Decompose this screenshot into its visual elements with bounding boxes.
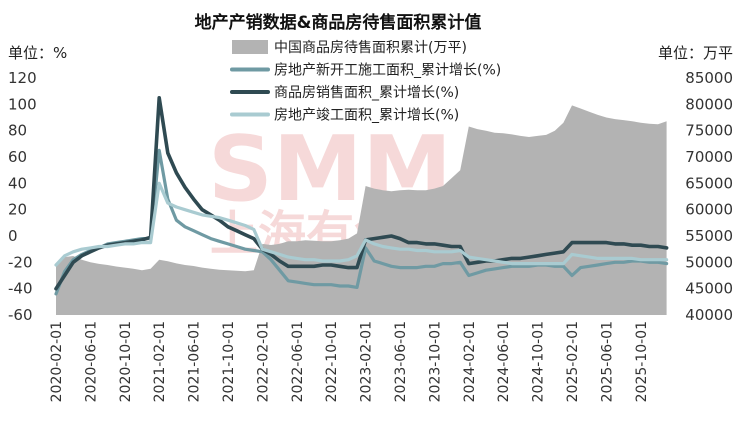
left-axis-unit: 单位：% <box>8 44 67 62</box>
x-tick-label: 2025-02-01 <box>565 321 581 402</box>
y-right-tick-label: 45000 <box>685 280 733 298</box>
y-left-tick-label: 80 <box>8 122 27 140</box>
y-left-tick-label: -60 <box>8 306 33 324</box>
y-right-tick-label: 70000 <box>685 148 733 166</box>
y-left-tick-label: 20 <box>8 201 27 219</box>
x-tick-label: 2025-06-01 <box>599 321 615 402</box>
x-tick-label: 2022-02-01 <box>255 321 271 402</box>
x-tick-label: 2022-06-01 <box>290 321 306 402</box>
legend-swatch <box>232 40 268 54</box>
x-tick-label: 2022-10-01 <box>324 321 340 402</box>
legend-item-new-construction: 房地产新开工施工面积_累计增长(%) <box>274 63 501 79</box>
y-right-tick-label: 40000 <box>685 306 733 324</box>
x-tick-label: 2023-10-01 <box>427 321 443 402</box>
x-tick-label: 2020-02-01 <box>49 321 65 402</box>
series-line-sales-area <box>54 96 669 291</box>
x-tick-label: 2021-06-01 <box>187 321 203 402</box>
y-right-tick-label: 60000 <box>685 201 733 219</box>
y-right-tick-label: 55000 <box>685 227 733 245</box>
y-right-tick-label: 85000 <box>685 69 733 87</box>
legend-item-unsold-area: 中国商品房待售面积累计(万平) <box>274 40 467 56</box>
chart-title: 地产产销数据&商品房待售面积累计值 <box>195 12 482 33</box>
x-tick-label: 2021-10-01 <box>221 321 237 402</box>
x-tick-label: 2024-02-01 <box>462 321 478 402</box>
y-left-tick-label: 60 <box>8 148 27 166</box>
y-right-tick-label: 80000 <box>685 95 733 113</box>
y-left-tick-label: -20 <box>8 253 33 271</box>
x-tick-label: 2023-02-01 <box>359 321 375 402</box>
y-left-tick-label: -40 <box>8 280 33 298</box>
legend-item-sales-area: 商品房销售面积_累计增长(%) <box>274 85 459 101</box>
x-tick-label: 2024-06-01 <box>496 321 512 402</box>
right-axis-unit: 单位：万平 <box>658 44 733 62</box>
y-left-tick-label: 0 <box>8 227 18 245</box>
series-line-completion <box>54 181 669 267</box>
x-tick-label: 2020-06-01 <box>83 321 99 402</box>
x-tick-label: 2024-10-01 <box>531 321 547 402</box>
series-line-new-construction <box>54 148 669 296</box>
x-tick-label: 2020-10-01 <box>118 321 134 402</box>
y-left-tick-label: 100 <box>8 95 37 113</box>
y-right-tick-label: 65000 <box>685 174 733 192</box>
y-right-tick-label: 50000 <box>685 253 733 271</box>
x-tick-label: 2025-10-01 <box>634 321 650 402</box>
y-left-tick-label: 40 <box>8 174 27 192</box>
y-left-tick-label: 120 <box>8 69 37 87</box>
x-tick-label: 2023-06-01 <box>393 321 409 402</box>
x-tick-label: 2021-02-01 <box>152 321 168 402</box>
y-right-tick-label: 75000 <box>685 122 733 140</box>
legend-item-completion: 房地产竣工面积_累计增长(%) <box>274 108 459 124</box>
